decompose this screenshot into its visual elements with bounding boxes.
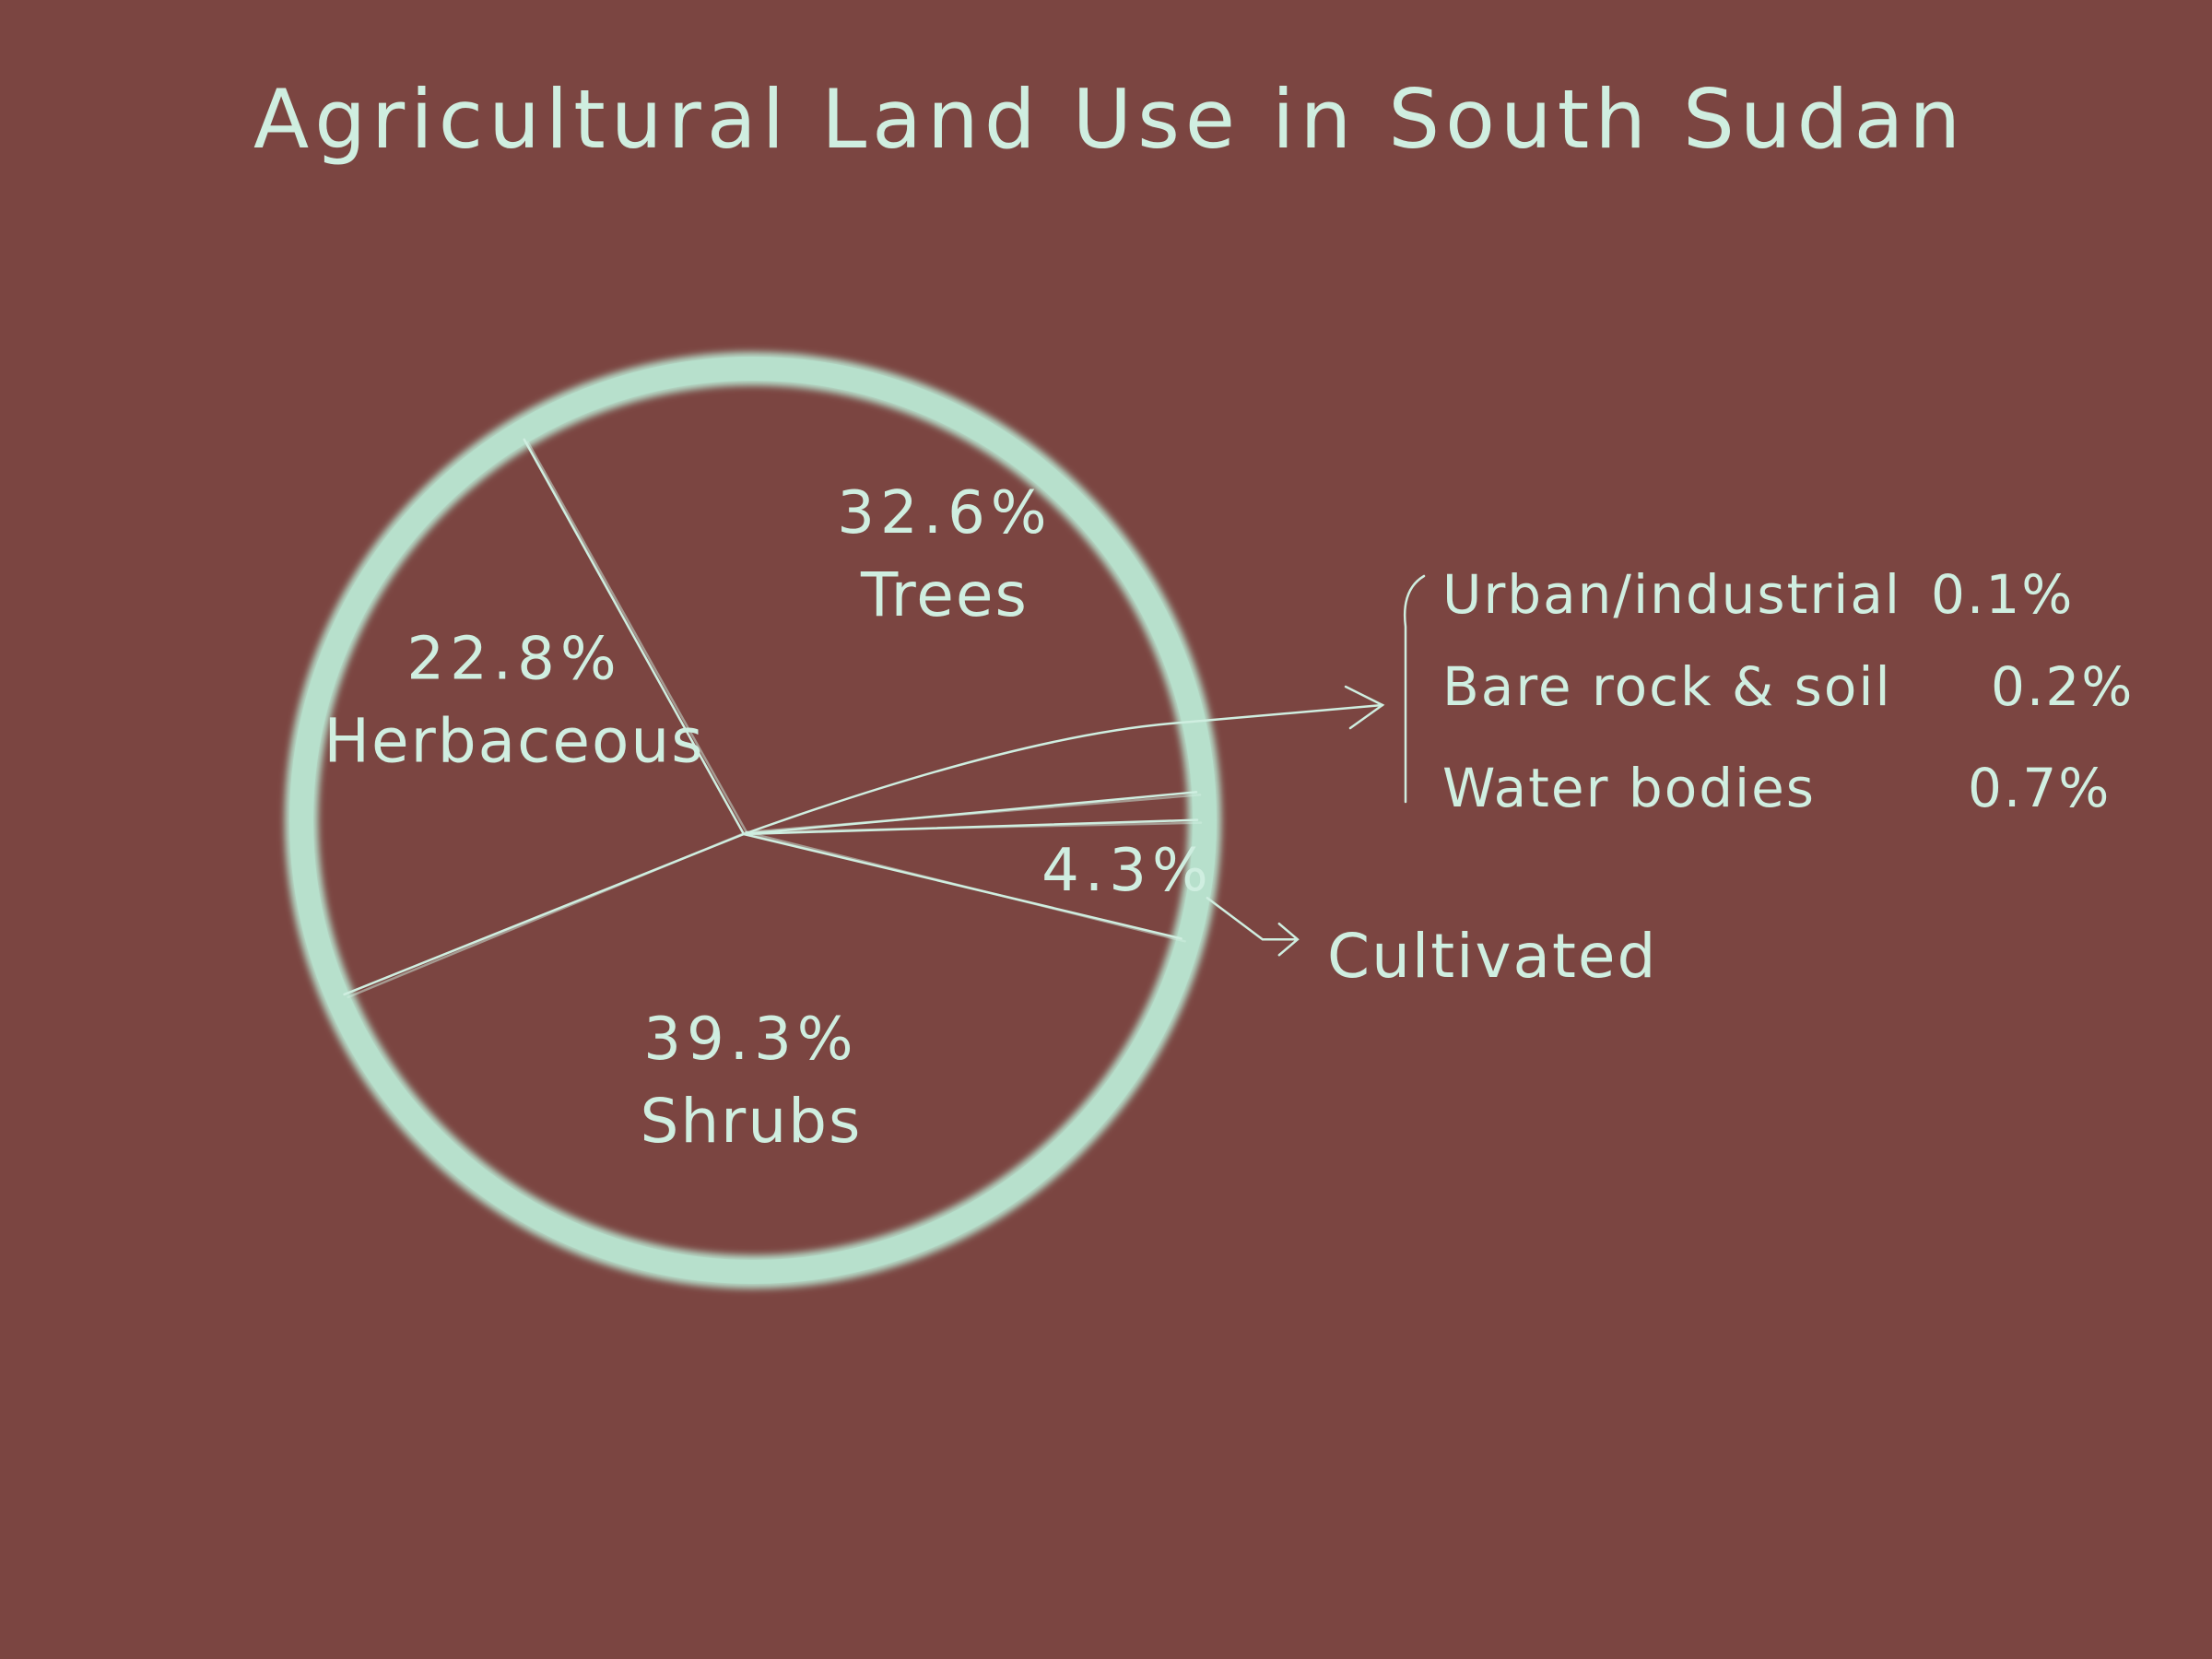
slice-value-label: 39.3% bbox=[643, 1006, 858, 1074]
slice-divider-sketch bbox=[745, 830, 1186, 943]
chart-title: Agricultural Land Use in South Sudan bbox=[253, 72, 1966, 167]
pie-ring-core bbox=[289, 357, 1217, 1284]
small-slice-label: Water bodies bbox=[1442, 757, 1816, 819]
slice-divider-sketch bbox=[526, 441, 748, 834]
slice-divider-sketch bbox=[347, 830, 748, 999]
slice-value-label: 32.6% bbox=[837, 479, 1052, 547]
slice-category-label: Cultivated bbox=[1327, 921, 1657, 992]
slice-dividers bbox=[343, 438, 1203, 999]
small-slice-label: Bare rock & soil bbox=[1442, 655, 1892, 718]
slice-divider-sketch bbox=[745, 821, 1203, 834]
slice-value-label: 4.3% bbox=[1041, 837, 1214, 905]
slice-divider bbox=[523, 438, 746, 836]
cultivated-arrowhead bbox=[1277, 922, 1300, 957]
slice-category-label: Trees bbox=[860, 559, 1029, 630]
slice-labels: 32.6% Trees 4.3% Cultivated 39.3% Shrubs 22.8%… bbox=[324, 479, 1657, 1157]
slice-category-label: Shrubs bbox=[640, 1086, 862, 1157]
small-slices-group: Urban/industrial 0.1% Bare rock & soil 0.2%… bbox=[742, 563, 2134, 836]
small-slice-label: Urban/industrial bbox=[1442, 563, 1901, 626]
small-slices-arrowhead bbox=[1344, 685, 1385, 730]
slice-value-label: 22.8% bbox=[406, 625, 621, 693]
small-slice-value: 0.2% bbox=[1991, 655, 2134, 718]
cultivated-arrow bbox=[1206, 896, 1297, 941]
pie-outline bbox=[285, 352, 1221, 1288]
slice-category-label: Herbaceous bbox=[324, 705, 704, 776]
small-slices-brace bbox=[1404, 574, 1426, 804]
small-slice-value: 0.1% bbox=[1931, 563, 2074, 626]
small-slice-value: 0.7% bbox=[1968, 757, 2111, 819]
small-slices-arrow bbox=[742, 703, 1384, 836]
slice-divider-sketch bbox=[745, 794, 1202, 834]
